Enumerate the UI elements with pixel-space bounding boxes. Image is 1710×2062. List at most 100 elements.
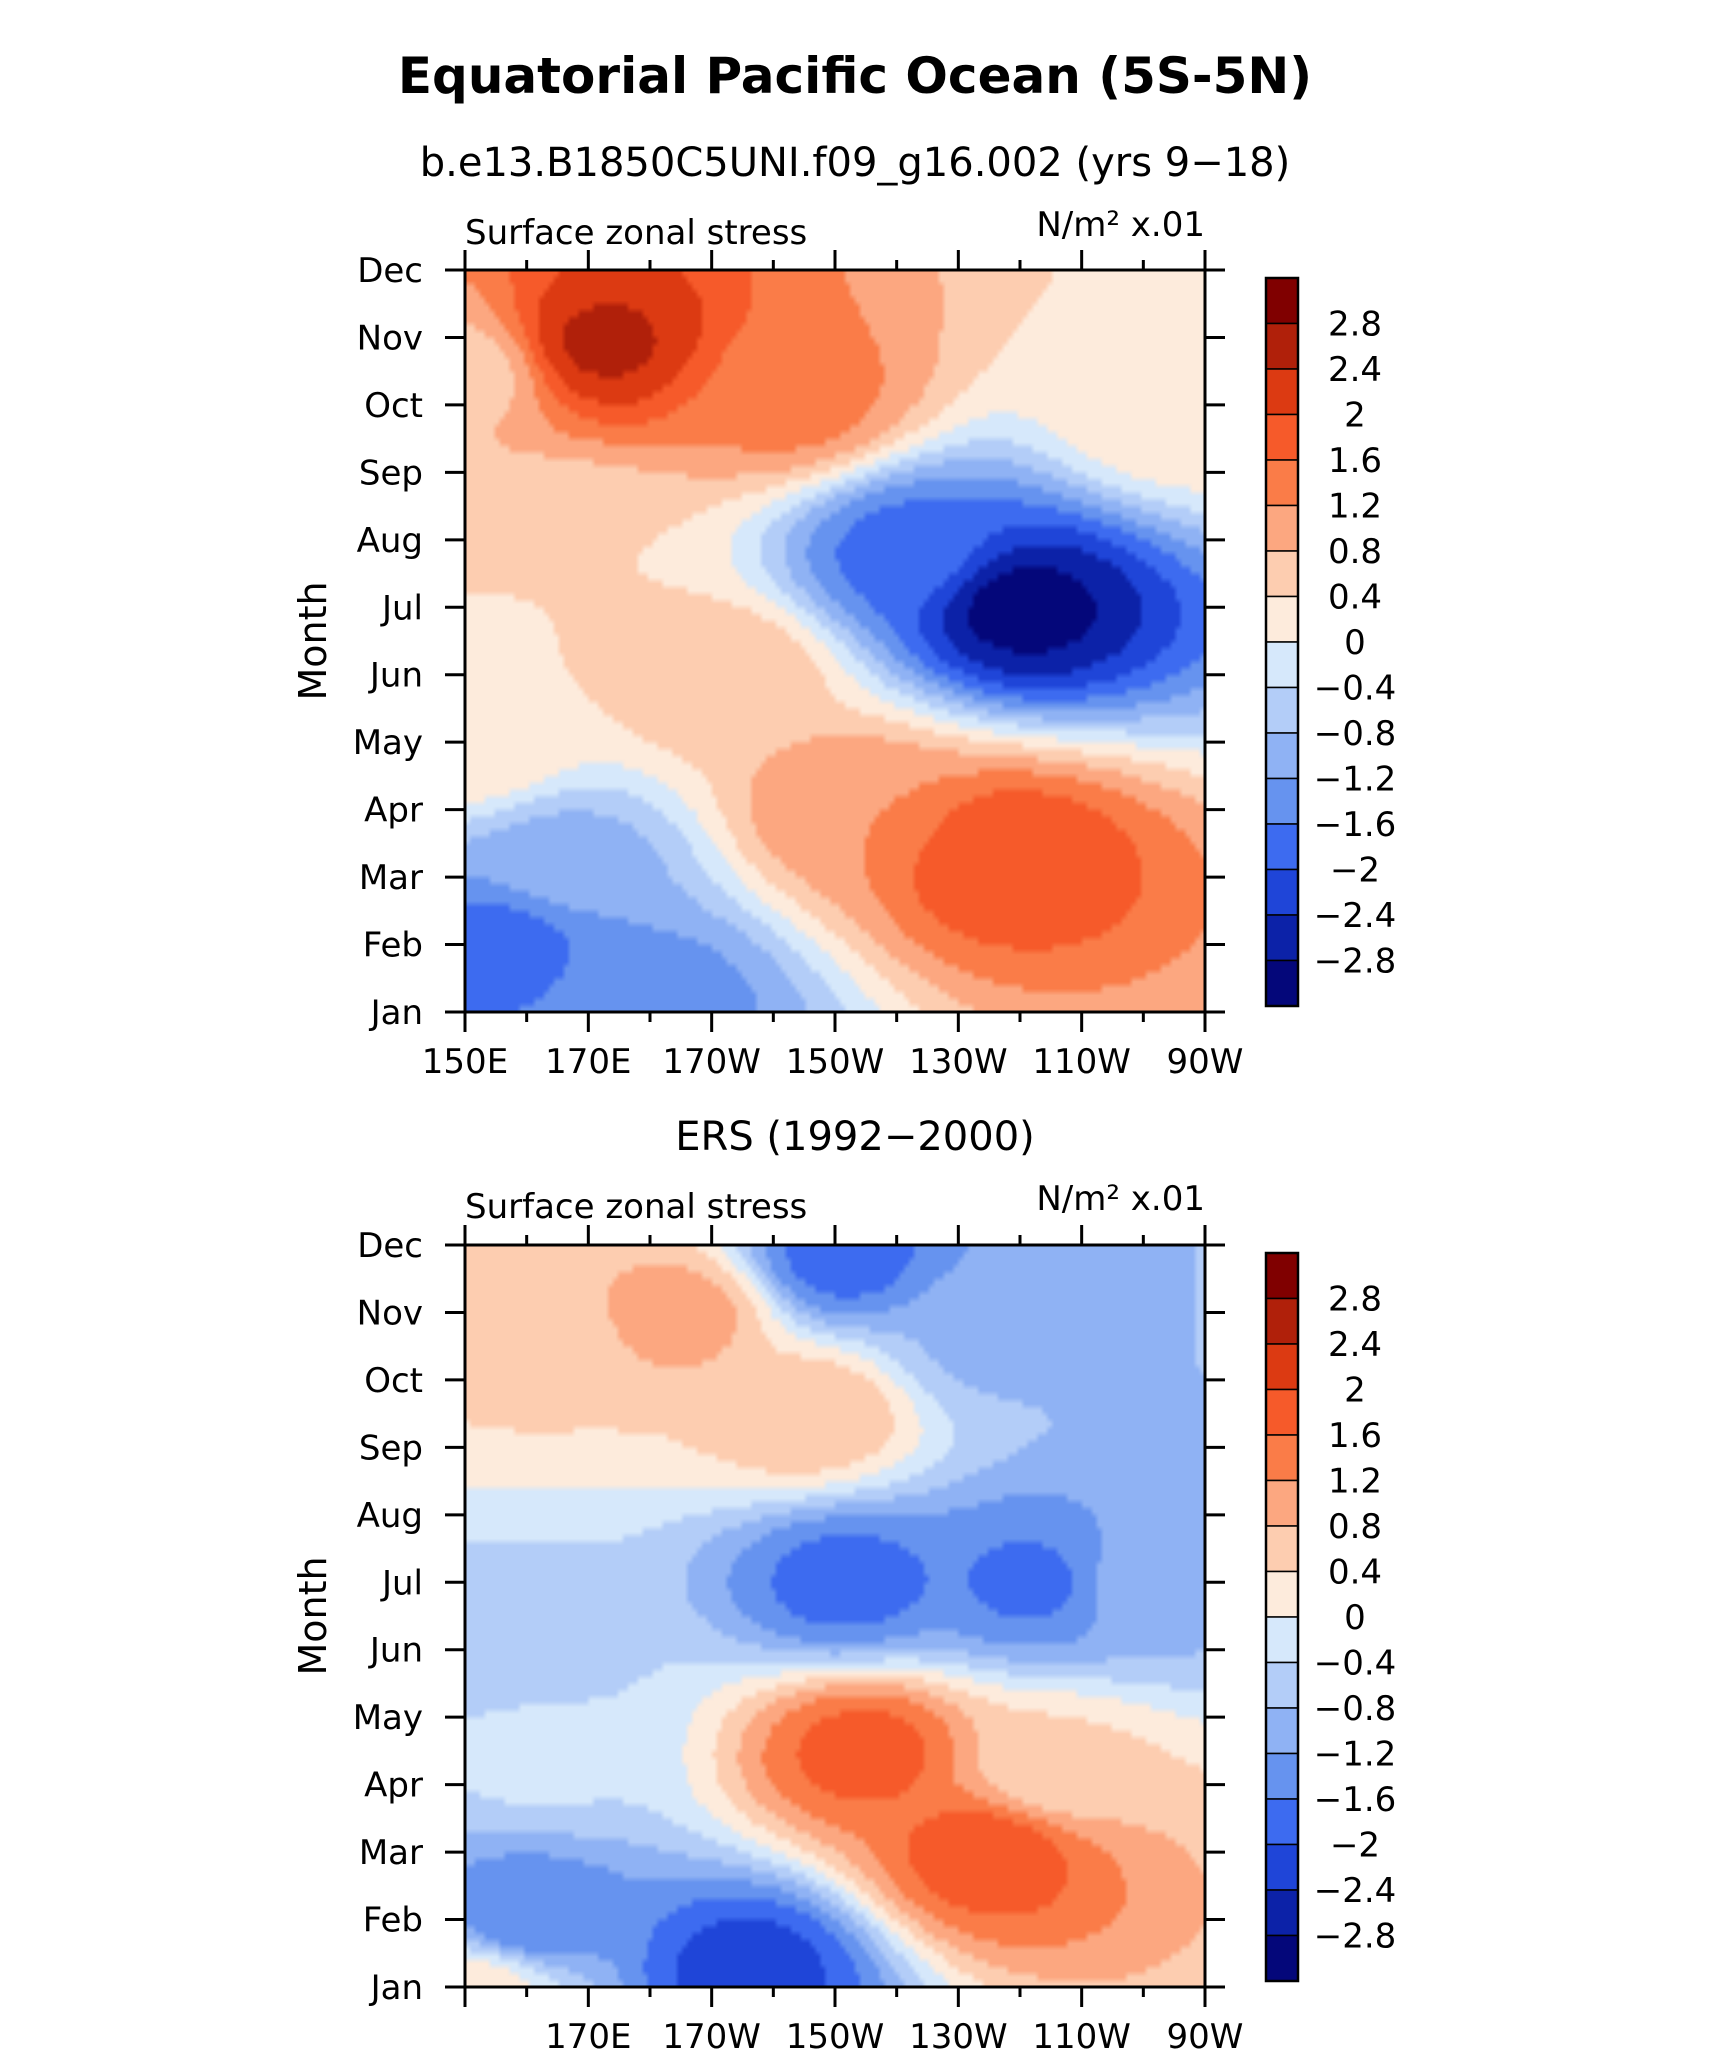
y-tick-label: Feb (363, 926, 423, 966)
panel-subtitle: b.e13.B1850C5UNI.f09_g16.002 (yrs 9−18) (420, 140, 1290, 186)
colorbar-swatch (1265, 1889, 1299, 1937)
colorbar-label: 0 (1344, 623, 1366, 663)
x-tick-label: 90W (1167, 2017, 1244, 2057)
colorbar-label: 2.4 (1328, 1325, 1382, 1365)
colorbar-label: 0.4 (1328, 578, 1382, 618)
figure-title: Equatorial Pacific Ocean (5S-5N) (398, 47, 1312, 105)
variable-label: Surface zonal stress (465, 213, 807, 253)
colorbar-label: 1.6 (1328, 1416, 1382, 1456)
colorbar-label: 1.2 (1328, 487, 1382, 527)
variable-label: Surface zonal stress (465, 1187, 807, 1227)
colorbar-frame (1264, 1251, 1300, 1983)
colorbar-swatch (1265, 1343, 1299, 1391)
colorbar-swatch (1265, 595, 1299, 643)
colorbar-swatch (1265, 1661, 1299, 1709)
colorbar-label: 1.2 (1328, 1462, 1382, 1502)
colorbar-label: −2 (1330, 1826, 1380, 1866)
units-label: N/m² x.01 (1036, 1179, 1205, 1219)
colorbar-label: 0 (1344, 1598, 1366, 1638)
y-axis-title: Month (291, 581, 335, 700)
top-panel: b.e13.B1850C5UNI.f09_g16.002 (yrs 9−18) S… (291, 140, 1396, 1082)
colorbar-swatch (1265, 732, 1299, 780)
colorbar-swatch (1265, 322, 1299, 370)
colorbar-swatch (1265, 1616, 1299, 1664)
colorbar-frame (1264, 276, 1300, 1008)
y-tick-label: Jun (368, 1631, 423, 1671)
colorbar-label: 2.8 (1328, 1280, 1382, 1320)
colorbar-label: 2.8 (1328, 305, 1382, 345)
colorbar-label: −1.2 (1314, 1735, 1397, 1775)
x-tick-label: 150E (422, 1042, 508, 1082)
colorbar-swatch (1265, 1570, 1299, 1618)
y-tick-label: May (353, 723, 423, 763)
x-tick-label: 110W (1032, 1042, 1131, 1082)
colorbar-label: −0.8 (1314, 1689, 1397, 1729)
y-tick-label: Mar (359, 858, 423, 898)
colorbar-swatch (1265, 1434, 1299, 1482)
colorbar-swatch (1265, 1252, 1299, 1300)
colorbar-swatch (1265, 1752, 1299, 1800)
colorbar-label: −2.4 (1314, 896, 1397, 936)
contour-field (465, 1245, 1205, 1987)
y-tick-label: Nov (357, 1293, 423, 1333)
colorbar-swatch (1265, 1479, 1299, 1527)
x-tick-label: 170W (662, 1042, 761, 1082)
colorbar-label: −0.4 (1314, 669, 1397, 709)
y-tick-label: Feb (363, 1901, 423, 1941)
y-tick-label: Sep (359, 453, 423, 493)
colorbar-label: 2.4 (1328, 350, 1382, 390)
y-tick-label: Sep (359, 1428, 423, 1468)
colorbar-swatch (1265, 823, 1299, 871)
colorbar-label: −2.8 (1314, 1917, 1397, 1957)
colorbar-swatch (1265, 1934, 1299, 1982)
colorbar-label: 0.8 (1328, 1507, 1382, 1547)
colorbar-swatch (1265, 641, 1299, 689)
x-tick-label: 150W (786, 2017, 885, 2057)
x-tick-label: 150W (786, 1042, 885, 1082)
panel-subtitle: ERS (1992−2000) (675, 1114, 1035, 1160)
colorbar-label: −2.4 (1314, 1871, 1397, 1911)
colorbar-swatch (1265, 686, 1299, 734)
colorbar-swatch (1265, 868, 1299, 916)
colorbar-swatch (1265, 914, 1299, 962)
colorbar-label: −2.8 (1314, 942, 1397, 982)
x-tick-label: 110W (1032, 2017, 1131, 2057)
colorbar-swatch (1265, 1388, 1299, 1436)
x-tick-label: 130W (909, 1042, 1008, 1082)
y-tick-label: Oct (364, 1361, 423, 1401)
y-axis-title: Month (291, 1556, 335, 1675)
colorbar-swatch (1265, 1798, 1299, 1846)
colorbar-label: −2 (1330, 851, 1380, 891)
colorbar-swatch (1265, 1297, 1299, 1345)
y-tick-label: Jul (380, 588, 423, 628)
colorbar-label: −1.2 (1314, 760, 1397, 800)
colorbar-label: 0.4 (1328, 1553, 1382, 1593)
colorbar-swatch (1265, 1707, 1299, 1755)
colorbar-label: −0.8 (1314, 714, 1397, 754)
x-tick-label: 170E (545, 2017, 631, 2057)
y-tick-label: Aug (357, 1496, 423, 1536)
colorbar-label: −1.6 (1314, 1780, 1397, 1820)
colorbar-swatch (1265, 504, 1299, 552)
colorbar-swatch (1265, 959, 1299, 1007)
x-tick-label: 170W (662, 2017, 761, 2057)
y-tick-label: Apr (364, 791, 423, 831)
colorbar-swatch (1265, 413, 1299, 461)
colorbar-swatch (1265, 777, 1299, 825)
bottom-panel: ERS (1992−2000) Surface zonal stress N/m² … (291, 1114, 1396, 2057)
y-tick-label: Jun (368, 656, 423, 696)
y-tick-label: Oct (364, 386, 423, 426)
y-tick-label: Dec (357, 251, 423, 291)
colorbar-swatch (1265, 368, 1299, 416)
y-tick-label: Apr (364, 1766, 423, 1806)
y-tick-label: Aug (357, 521, 423, 561)
colorbar-swatch (1265, 1525, 1299, 1573)
y-tick-label: Jan (369, 1968, 423, 2008)
colorbar-label: −1.6 (1314, 805, 1397, 845)
y-tick-label: Dec (357, 1226, 423, 1266)
y-tick-label: Jan (369, 993, 423, 1033)
y-tick-label: May (353, 1698, 423, 1738)
x-tick-label: 90W (1167, 1042, 1244, 1082)
units-label: N/m² x.01 (1036, 205, 1205, 245)
